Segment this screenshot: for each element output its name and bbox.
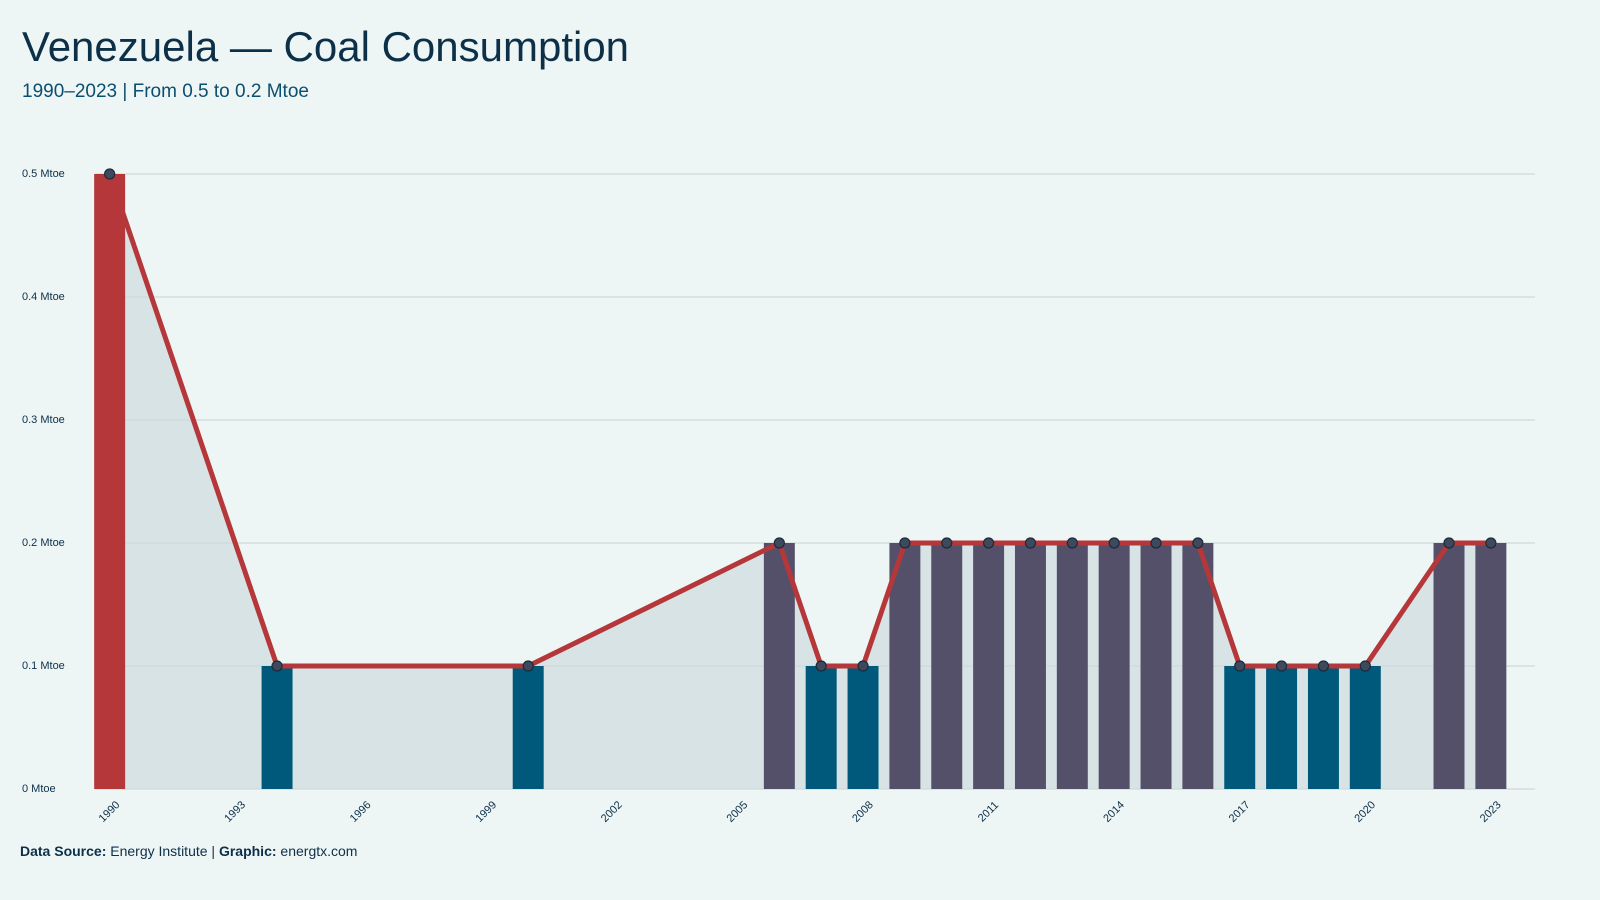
y-tick-label: 0.3 Mtoe	[22, 414, 65, 426]
bar	[889, 543, 921, 789]
point	[1192, 537, 1204, 549]
point	[104, 168, 116, 180]
bar	[763, 543, 795, 789]
point	[857, 660, 869, 672]
bar	[1475, 543, 1507, 789]
bar	[973, 543, 1005, 789]
bar	[931, 543, 963, 789]
point	[1485, 537, 1497, 549]
chart-subtitle: 1990–2023 | From 0.5 to 0.2 Mtoe	[22, 81, 309, 102]
point	[271, 660, 283, 672]
y-tick-label: 0.1 Mtoe	[22, 660, 65, 672]
bar	[1014, 543, 1046, 789]
chart-title: Venezuela — Coal Consumption	[22, 23, 629, 70]
bar	[261, 666, 293, 789]
point	[1317, 660, 1330, 672]
bar	[1224, 666, 1256, 789]
source: Energy Institute	[110, 843, 207, 859]
bar	[1098, 543, 1130, 789]
graphic-label: Graphic:	[219, 843, 277, 859]
y-tick-label: 0.4 Mtoe	[22, 291, 65, 303]
bar	[512, 666, 544, 789]
point	[1359, 660, 1371, 672]
point	[941, 537, 953, 549]
point	[1024, 537, 1037, 549]
source-label: Data Source:	[20, 843, 106, 859]
separator: |	[211, 843, 215, 859]
bar	[94, 174, 126, 789]
bar	[1056, 543, 1088, 789]
bar	[1182, 543, 1214, 789]
point	[1443, 537, 1455, 549]
bar	[1140, 543, 1172, 789]
footer: Data Source: Energy Institute | Graphic:…	[20, 843, 357, 859]
bar	[847, 666, 879, 789]
point	[522, 660, 534, 672]
bar	[1266, 666, 1298, 789]
y-tick-label: 0.5 Mtoe	[22, 168, 65, 180]
point	[1066, 537, 1078, 549]
line	[107, 173, 1491, 669]
bar	[1433, 543, 1465, 789]
point	[1275, 660, 1288, 672]
point	[773, 537, 785, 549]
point	[1150, 537, 1162, 549]
graphic: energtx.com	[280, 843, 357, 859]
y-tick-label: 0.2 Mtoe	[22, 537, 65, 549]
bar	[1349, 666, 1381, 789]
point	[815, 660, 827, 672]
bar	[805, 666, 837, 789]
point	[1234, 660, 1246, 672]
y-tick-label: 0 Mtoe	[22, 783, 56, 795]
point	[899, 537, 911, 549]
point	[1108, 537, 1120, 549]
bar	[1307, 666, 1339, 789]
point	[983, 537, 995, 549]
